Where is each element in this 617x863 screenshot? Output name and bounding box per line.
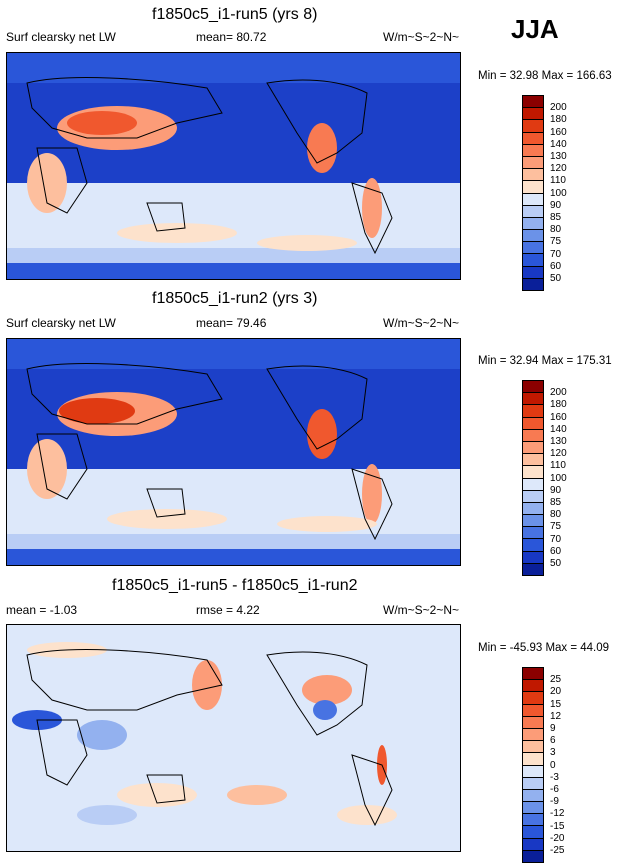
colorbar-label: 140 <box>550 138 567 150</box>
colorbar-label: 6 <box>550 735 556 747</box>
colorbar-label: -9 <box>550 796 559 808</box>
colorbar-label: 80 <box>550 509 562 521</box>
colorbar-label: 100 <box>550 472 567 484</box>
colorbar-label: 160 <box>550 411 567 423</box>
colorbar-label: 20 <box>550 686 562 698</box>
colorbar-label: 130 <box>550 151 567 162</box>
colorbar-label: 15 <box>550 698 562 710</box>
panel3-title: f1850c5_i1-run5 - f1850c5_i1-run2 <box>112 577 358 594</box>
panel2-mean-label: mean= 79.46 <box>196 316 267 330</box>
colorbar-label: 75 <box>550 521 562 533</box>
colorbar-label: 85 <box>550 497 562 508</box>
colorbar-label: 200 <box>550 387 567 399</box>
colorbar-label: 120 <box>550 448 567 460</box>
panel1-colorbar <box>522 95 544 291</box>
colorbar-swatch <box>522 849 544 863</box>
colorbar-label: -20 <box>550 832 565 844</box>
colorbar-label: 90 <box>550 484 562 496</box>
panel1-map <box>6 52 461 280</box>
colorbar-label: 110 <box>550 175 566 187</box>
colorbar-label: 85 <box>550 212 562 223</box>
panel1-minmax-label: Min = 32.98 Max = 166.63 <box>478 70 612 82</box>
colorbar-label: -15 <box>550 820 565 832</box>
colorbar-label: 75 <box>550 236 562 248</box>
panel1-map-svg <box>7 53 460 279</box>
panel1-variable-label: Surf clearsky net LW <box>6 30 116 44</box>
panel3-map <box>6 624 461 852</box>
panel3-mean-label: mean = -1.03 <box>6 603 78 617</box>
colorbar-label: 130 <box>550 436 567 447</box>
panel3-rmse-label: rmse = 4.22 <box>196 603 260 617</box>
panel2-units-label: W/m~S~2~N~ <box>383 316 460 330</box>
colorbar-label: 0 <box>550 759 556 771</box>
colorbar-label: 100 <box>550 187 567 199</box>
panel1-mean-label: mean= 80.72 <box>196 30 267 44</box>
panel3-minmax-label: Min = -45.93 Max = 44.09 <box>478 642 610 654</box>
colorbar-label: 3 <box>550 747 556 759</box>
colorbar-label: -25 <box>550 845 565 856</box>
colorbar-label: -3 <box>550 771 559 783</box>
colorbar-label: 110 <box>550 460 566 472</box>
panel1-title: f1850c5_i1-run5 (yrs 8) <box>152 6 318 23</box>
panel2-colorbar <box>522 380 544 576</box>
season-label: JJA <box>511 14 559 44</box>
panel2-map <box>6 338 461 566</box>
panel3-colorbar <box>522 667 544 863</box>
colorbar-label: 180 <box>550 399 567 411</box>
colorbar-label: 60 <box>550 260 562 272</box>
colorbar-label: 160 <box>550 126 567 138</box>
colorbar-label: 80 <box>550 224 562 236</box>
panel2-title: f1850c5_i1-run2 (yrs 3) <box>152 290 318 307</box>
panel2-map-svg <box>7 339 460 565</box>
colorbar-label: -12 <box>550 808 565 820</box>
colorbar-swatch <box>522 277 544 291</box>
colorbar-label: 60 <box>550 545 562 557</box>
colorbar-label: 200 <box>550 102 567 114</box>
colorbar-label: 50 <box>550 558 562 569</box>
colorbar-label: 12 <box>550 710 562 722</box>
panel2-minmax-label: Min = 32.94 Max = 175.31 <box>478 355 612 367</box>
panel3-map-svg <box>7 625 460 851</box>
colorbar-label: 9 <box>550 723 556 734</box>
panel1-units-label: W/m~S~2~N~ <box>383 30 460 44</box>
colorbar-label: 140 <box>550 423 567 435</box>
colorbar-swatch <box>522 562 544 576</box>
panel2-variable-label: Surf clearsky net LW <box>6 316 116 330</box>
colorbar-label: 50 <box>550 273 562 284</box>
colorbar-label: 70 <box>550 533 562 545</box>
colorbar-label: 70 <box>550 248 562 260</box>
colorbar-label: 90 <box>550 199 562 211</box>
colorbar-label: 180 <box>550 114 567 126</box>
panel3-units-label: W/m~S~2~N~ <box>383 603 460 617</box>
colorbar-label: -6 <box>550 784 559 795</box>
colorbar-label: 25 <box>550 674 562 686</box>
colorbar-label: 120 <box>550 163 567 175</box>
